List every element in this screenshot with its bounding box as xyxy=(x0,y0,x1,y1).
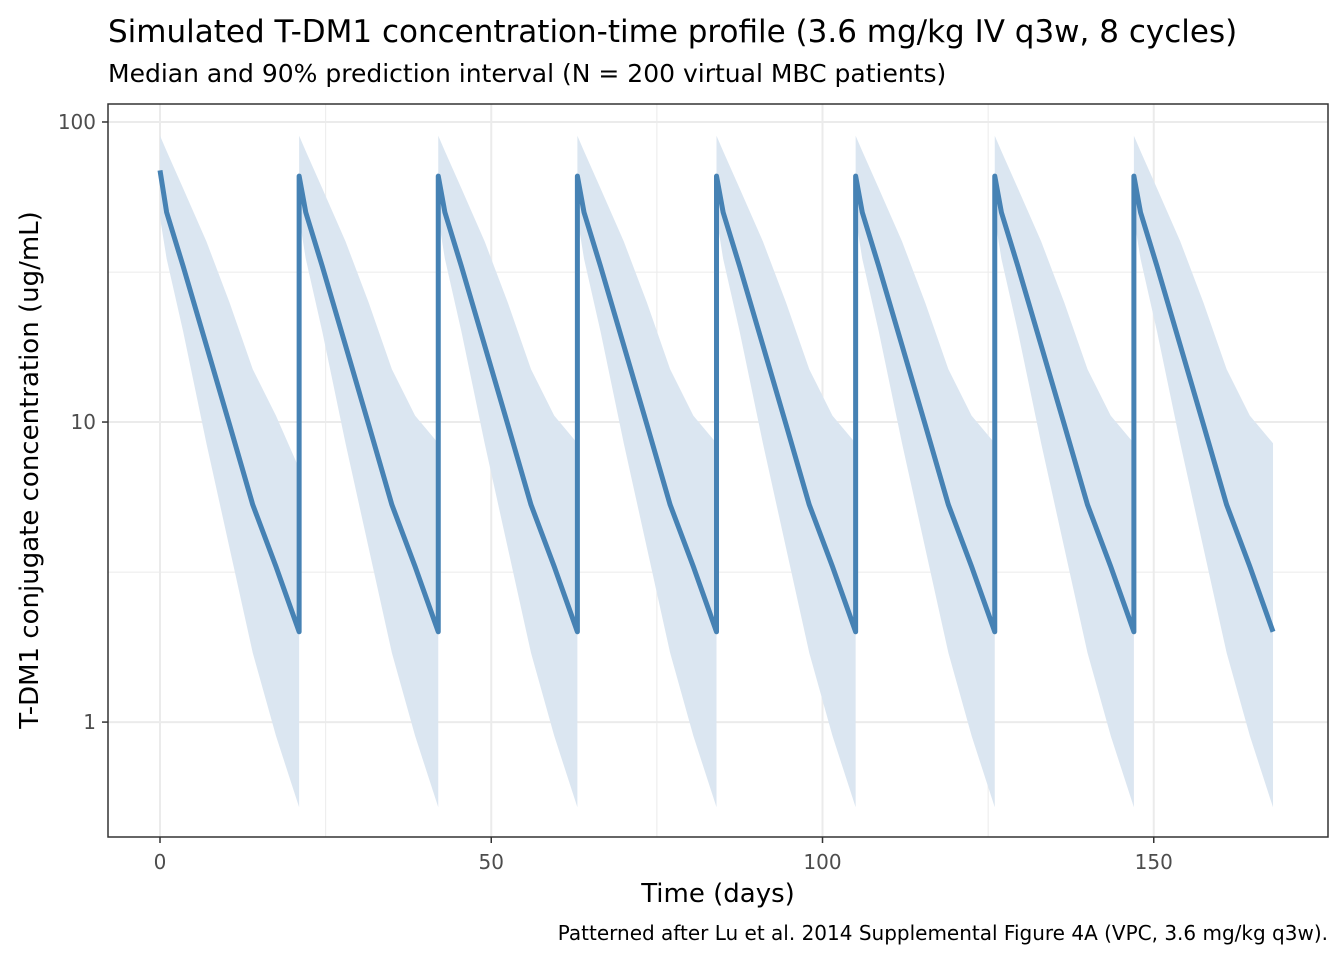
prediction-band xyxy=(160,135,1274,808)
panel-border xyxy=(107,103,1329,838)
y-axis-title: T-DM1 conjugate concentration (ug/mL) xyxy=(15,211,45,730)
caption: Patterned after Lu et al. 2014 Supplemen… xyxy=(558,921,1328,945)
x-tick-label: 100 xyxy=(803,850,841,874)
chart-title: Simulated T-DM1 concentration-time profi… xyxy=(108,14,1237,50)
chart-subtitle: Median and 90% prediction interval (N = … xyxy=(108,59,946,88)
y-tick-label: 10 xyxy=(71,410,96,434)
x-axis-title: Time (days) xyxy=(640,879,795,909)
y-tick-label: 1 xyxy=(83,710,96,734)
median-line xyxy=(157,169,1276,635)
x-tick-label: 50 xyxy=(479,850,504,874)
x-tick-label: 150 xyxy=(1135,850,1173,874)
x-tick-label: 0 xyxy=(154,850,167,874)
y-tick-label: 100 xyxy=(58,110,96,134)
